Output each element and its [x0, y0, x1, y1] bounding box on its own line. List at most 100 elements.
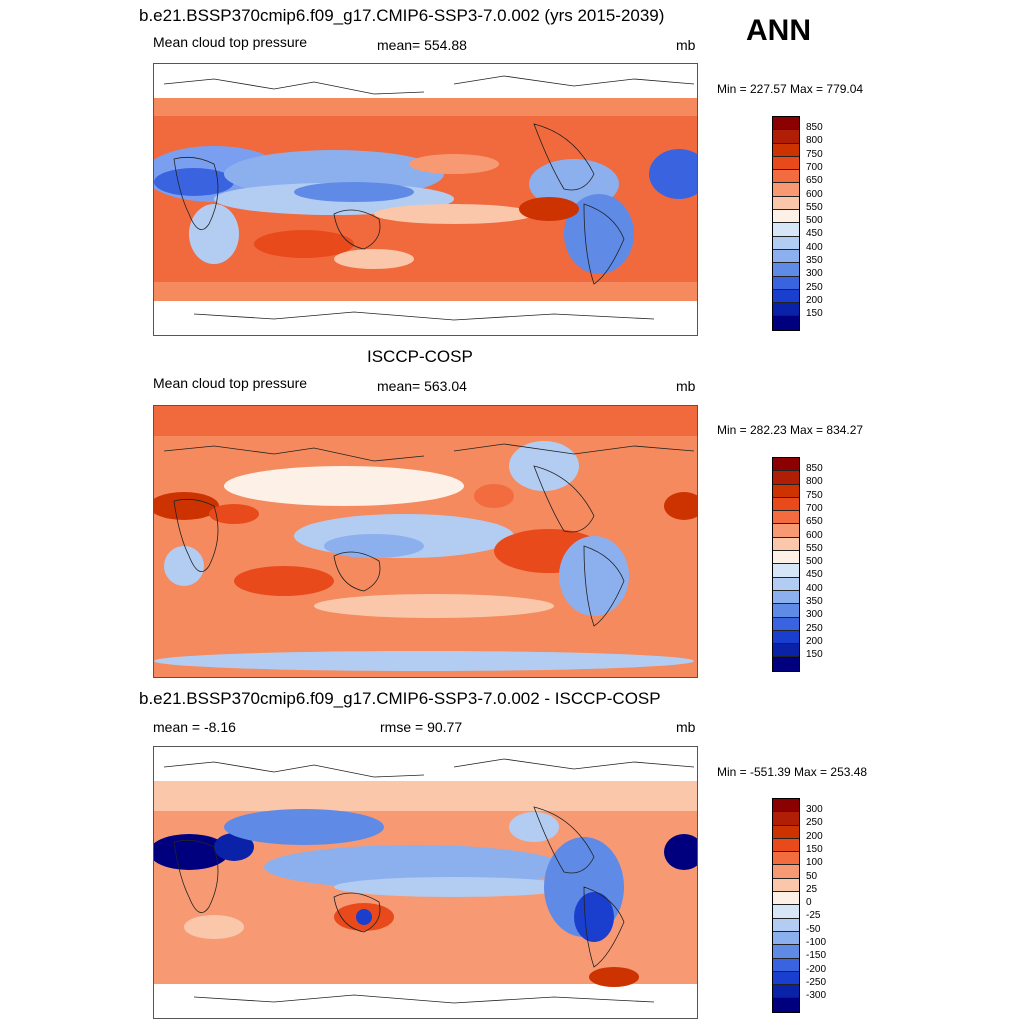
panel2-colorbar-tick-label: 150	[806, 649, 823, 661]
panel3-colorbar-box	[773, 971, 799, 986]
panel3-colorbar-tick-label: 50	[806, 870, 818, 882]
panel3-colorbar-box	[773, 825, 799, 839]
panel3-colorbar-box	[773, 945, 799, 959]
panel1-title: b.e21.BSSP370cmip6.f09_g17.CMIP6-SSP3-7.…	[139, 6, 665, 25]
panel1-colorbar-tick-label: 200	[806, 294, 823, 306]
panel2-colorbar-box	[773, 551, 799, 565]
panel3-colorbar-tick-label: 300	[806, 804, 823, 815]
panel1-colorbar-box	[773, 210, 799, 224]
panel3-colorbar-box	[773, 958, 799, 972]
season-label: ANN	[746, 14, 811, 47]
panel2-colorbar-box	[773, 484, 799, 498]
panel2-colorbar-box	[773, 577, 799, 591]
panel1-mean-label: mean= 554.88	[377, 37, 467, 53]
panel3-colorbar-box	[773, 931, 799, 946]
panel3-colorbar-tick-label: -250	[806, 976, 827, 988]
panel2-colorbar-tick-label: 350	[806, 596, 823, 607]
panel3-colorbar-box	[773, 838, 799, 853]
panel1-colorbar-tick-label: 300	[806, 268, 823, 280]
panel2-title: ISCCP-COSP	[367, 347, 473, 366]
panel1-colorbar-tick-label: 450	[806, 228, 823, 240]
panel3-minmax: Min = -551.39 Max = 253.48	[717, 765, 868, 779]
panel2-colorbar-box	[773, 644, 799, 658]
panel1-colorbar-tick-label: 850	[806, 122, 823, 133]
panel1-colorbar-tick-label: 600	[806, 188, 823, 200]
panel3-colorbar-box	[773, 998, 799, 1012]
panel1-colorbar-tick-label: 150	[806, 308, 823, 320]
panel3-colorbar-tick-label: 150	[806, 843, 823, 855]
panel1-colorbar-box	[773, 170, 799, 184]
panel3-colorbar-box	[773, 812, 799, 826]
panel2-colorbar-box	[773, 604, 799, 618]
panel2-colorbar-box	[773, 458, 799, 472]
panel2-colorbar-tick-label: 300	[806, 609, 823, 621]
panel3-colorbar-tick-label: 0	[806, 897, 812, 909]
panel2-colorbar-tick-label: 700	[806, 502, 823, 514]
panel3-colorbar-box	[773, 799, 799, 813]
panel1-colorbar-tick-label: 350	[806, 255, 823, 266]
panel2-minmax: Min = 282.23 Max = 834.27	[717, 423, 864, 437]
panel1-colorbar-box	[773, 276, 799, 290]
panel3-colorbar-tick-label: -25	[806, 910, 821, 922]
panel1-colorbar-box	[773, 236, 799, 250]
panel2-colorbar-tick-label: 750	[806, 489, 823, 501]
panel3-colorbar	[772, 798, 800, 1013]
panel1-colorbar-tick-label: 650	[806, 175, 823, 187]
panel3-colorbar-box	[773, 852, 799, 866]
panel1-map	[153, 63, 698, 336]
panel3-colorbar-box	[773, 985, 799, 999]
panel2-colorbar-tick-label: 500	[806, 556, 823, 568]
panel1-colorbar-tick-label: 750	[806, 148, 823, 160]
panel2-colorbar-box	[773, 590, 799, 605]
panel3-colorbar-box	[773, 918, 799, 932]
panel3-rmse-label: rmse = 90.77	[380, 719, 463, 735]
panel1-colorbar-box	[773, 117, 799, 131]
panel1-variable-label: Mean cloud top pressure	[153, 34, 308, 50]
panel1-colorbar-tick-label: 550	[806, 201, 823, 213]
panel2-colorbar-box	[773, 471, 799, 485]
panel1-colorbar-box	[773, 303, 799, 317]
panel1-minmax: Min = 227.57 Max = 779.04	[717, 82, 864, 96]
panel2-colorbar-box	[773, 537, 799, 552]
panel3-colorbar-box	[773, 878, 799, 893]
panel3-colorbar-tick-label: 25	[806, 883, 818, 895]
panel1-colorbar-box	[773, 289, 799, 304]
panel1-colorbar-box	[773, 223, 799, 237]
panel2-colorbar-tick-label: 550	[806, 542, 823, 554]
panel1-colorbar-tick-label: 500	[806, 215, 823, 227]
panel1-colorbar-tick-label: 250	[806, 281, 823, 293]
panel2-colorbar	[772, 457, 800, 672]
panel3-colorbar-box	[773, 892, 799, 906]
panel2-colorbar-box	[773, 511, 799, 525]
panel3-colorbar-tick-label: -200	[806, 963, 827, 975]
panel1-colorbar	[772, 116, 800, 331]
panel3-mean-label: mean = -8.16	[153, 719, 236, 735]
panel2-map	[153, 405, 698, 678]
panel2-colorbar-box	[773, 630, 799, 645]
panel3-colorbar-tick-label: -50	[806, 923, 821, 935]
panel2-colorbar-box	[773, 564, 799, 578]
panel2-colorbar-tick-label: 800	[806, 476, 823, 488]
panel1-colorbar-box	[773, 183, 799, 197]
panel1-colorbar-tick-label: 700	[806, 161, 823, 173]
panel2-colorbar-tick-label: 600	[806, 529, 823, 541]
panel3-map	[153, 746, 698, 1019]
panel1-colorbar-box	[773, 130, 799, 144]
panel3-colorbar-tick-label: -150	[806, 950, 827, 962]
panel3-units-label: mb	[676, 719, 696, 735]
panel1-colorbar-box	[773, 249, 799, 264]
panel2-colorbar-tick-label: 200	[806, 635, 823, 647]
panel1-colorbar-tick-label: 400	[806, 241, 823, 253]
panel2-variable-label: Mean cloud top pressure	[153, 375, 308, 391]
panel1-colorbar-box	[773, 316, 799, 330]
panel3-colorbar-tick-label: -100	[806, 937, 827, 948]
panel3-title: b.e21.BSSP370cmip6.f09_g17.CMIP6-SSP3-7.…	[139, 689, 661, 708]
panel1-colorbar-box	[773, 196, 799, 211]
panel2-colorbar-tick-label: 250	[806, 622, 823, 634]
panel2-colorbar-tick-label: 850	[806, 463, 823, 474]
panel1-colorbar-box	[773, 143, 799, 157]
panel1-units-label: mb	[676, 37, 696, 53]
panel3-colorbar-tick-label: -300	[806, 990, 827, 1002]
panel2-colorbar-box	[773, 497, 799, 512]
panel3-colorbar-tick-label: 100	[806, 857, 823, 869]
